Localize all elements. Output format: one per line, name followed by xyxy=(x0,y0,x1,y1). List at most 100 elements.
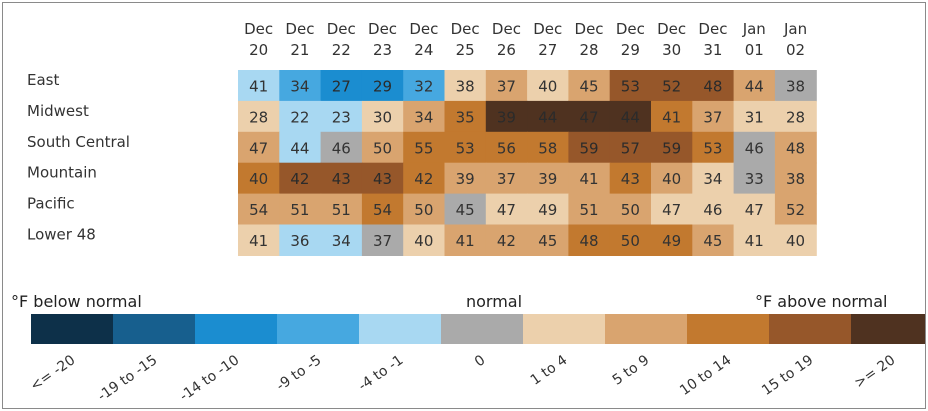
heatmap-cell-value: 32 xyxy=(414,77,433,95)
legend-above-normal-title: °F above normal xyxy=(755,292,888,311)
heatmap-cell xyxy=(651,131,693,164)
heatmap-cell-value: 46 xyxy=(703,201,722,219)
column-month-label: Dec xyxy=(244,20,273,38)
heatmap-cell xyxy=(444,131,487,164)
column-day-label: 23 xyxy=(373,41,392,59)
column-day-label: 31 xyxy=(703,41,722,59)
heatmap-cell-value: 40 xyxy=(249,170,268,188)
legend-swatch xyxy=(195,314,278,344)
heatmap-cell-value: 37 xyxy=(497,77,516,95)
legend-bin-label: 15 to 19 xyxy=(759,352,816,399)
heatmap-cell-value: 46 xyxy=(332,139,351,157)
heatmap-cell-value: 51 xyxy=(290,201,309,219)
heatmap-cell xyxy=(733,100,776,133)
legend-swatch xyxy=(31,314,114,344)
column-day-label: 24 xyxy=(414,41,433,59)
heatmap-cell-value: 42 xyxy=(414,170,433,188)
column-month-label: Dec xyxy=(492,20,521,38)
heatmap-cell-value: 35 xyxy=(456,108,475,126)
heatmap-cell xyxy=(238,162,280,195)
row-label: Pacific xyxy=(27,195,75,213)
column-day-label: 25 xyxy=(456,41,475,59)
heatmap-cell-value: 34 xyxy=(703,170,722,188)
heatmap-cell-value: 29 xyxy=(373,77,392,95)
heatmap-cell xyxy=(320,224,363,256)
column-month-label: Jan xyxy=(742,20,766,38)
heatmap-cell xyxy=(403,70,446,102)
heatmap-cell-value: 45 xyxy=(456,201,475,219)
heatmap-cell xyxy=(403,224,446,256)
heatmap-cell xyxy=(609,70,652,102)
heatmap-cell-value: 51 xyxy=(580,201,599,219)
heatmap-cell-value: 40 xyxy=(414,232,433,250)
heatmap-cell xyxy=(651,70,693,102)
column-month-label: Dec xyxy=(657,20,686,38)
heatmap-cell xyxy=(403,193,446,226)
heatmap-cell-value: 46 xyxy=(745,139,764,157)
heatmap-cell xyxy=(733,131,776,164)
heatmap-cell xyxy=(238,70,280,102)
heatmap-cell-value: 34 xyxy=(332,232,351,250)
legend-swatch xyxy=(359,314,442,344)
heatmap-cell-value: 58 xyxy=(538,139,557,157)
heatmap-cell-value: 41 xyxy=(249,77,268,95)
heatmap-cell xyxy=(527,193,569,226)
heatmap-cell-value: 44 xyxy=(538,108,557,126)
temperature-deviation-heatmap: Dec 20 Dec 21 Dec 22 Dec 23 Dec 24 Dec 25 Dec 26 Dec 27… xyxy=(11,20,925,405)
heatmap-cell-value: 50 xyxy=(621,232,640,250)
heatmap-cell-value: 45 xyxy=(538,232,557,250)
heatmap-cell-value: 31 xyxy=(745,108,764,126)
heatmap-cell-value: 47 xyxy=(249,139,268,157)
heatmap-cell-value: 45 xyxy=(703,232,722,250)
heatmap-cell xyxy=(361,193,404,226)
row-label: East xyxy=(27,71,59,89)
column-day-label: 21 xyxy=(290,41,309,59)
column-day-label: 20 xyxy=(249,41,268,59)
heatmap-cell-value: 50 xyxy=(621,201,640,219)
heatmap-cell xyxy=(485,131,528,164)
legend-swatches xyxy=(31,314,925,344)
heatmap-cell xyxy=(568,100,611,133)
heatmap-cell-value: 49 xyxy=(662,232,681,250)
legend-swatch xyxy=(523,314,606,344)
heatmap-cell xyxy=(692,162,735,195)
heatmap-cell-value: 56 xyxy=(497,139,516,157)
column-month-label: Dec xyxy=(409,20,438,38)
column-month-label: Dec xyxy=(616,20,645,38)
heatmap-cell-value: 37 xyxy=(497,170,516,188)
heatmap-cell-value: 33 xyxy=(745,170,764,188)
row-label: South Central xyxy=(27,133,130,151)
heatmap-cell xyxy=(774,162,817,195)
heatmap-cell-value: 57 xyxy=(621,139,640,157)
heatmap-cell-value: 50 xyxy=(414,201,433,219)
heatmap-cell xyxy=(692,193,735,226)
heatmap-cell-value: 42 xyxy=(497,232,516,250)
heatmap-cell xyxy=(485,100,528,133)
legend-swatch xyxy=(277,314,360,344)
heatmap-cell xyxy=(568,131,611,164)
heatmap-cell xyxy=(320,100,363,133)
heatmap-cell-value: 28 xyxy=(786,108,805,126)
heatmap-cell-value: 49 xyxy=(538,201,557,219)
heatmap-cell-value: 37 xyxy=(703,108,722,126)
heatmap-cell-value: 47 xyxy=(580,108,599,126)
heatmap-cell xyxy=(733,224,776,256)
heatmap-cell xyxy=(444,100,487,133)
heatmap-cell xyxy=(774,131,817,164)
legend-bin-label: 0 xyxy=(472,352,488,370)
column-day-label: 22 xyxy=(332,41,351,59)
heatmap-cell xyxy=(238,100,280,133)
heatmap-cell xyxy=(238,224,280,256)
heatmap-cell xyxy=(320,162,363,195)
heatmap-cell-value: 47 xyxy=(745,201,764,219)
heatmap-cell xyxy=(692,131,735,164)
heatmap-cell-value: 43 xyxy=(621,170,640,188)
heatmap-cell xyxy=(279,100,322,133)
heatmap-cell xyxy=(361,131,404,164)
legend-bin-label: >= 20 xyxy=(852,352,899,391)
heatmap-cell xyxy=(733,70,776,102)
heatmap-cell-value: 44 xyxy=(745,77,764,95)
column-month-label: Dec xyxy=(451,20,480,38)
color-legend: °F below normal normal °F above normal <… xyxy=(11,292,925,405)
column-day-label: 30 xyxy=(662,41,681,59)
